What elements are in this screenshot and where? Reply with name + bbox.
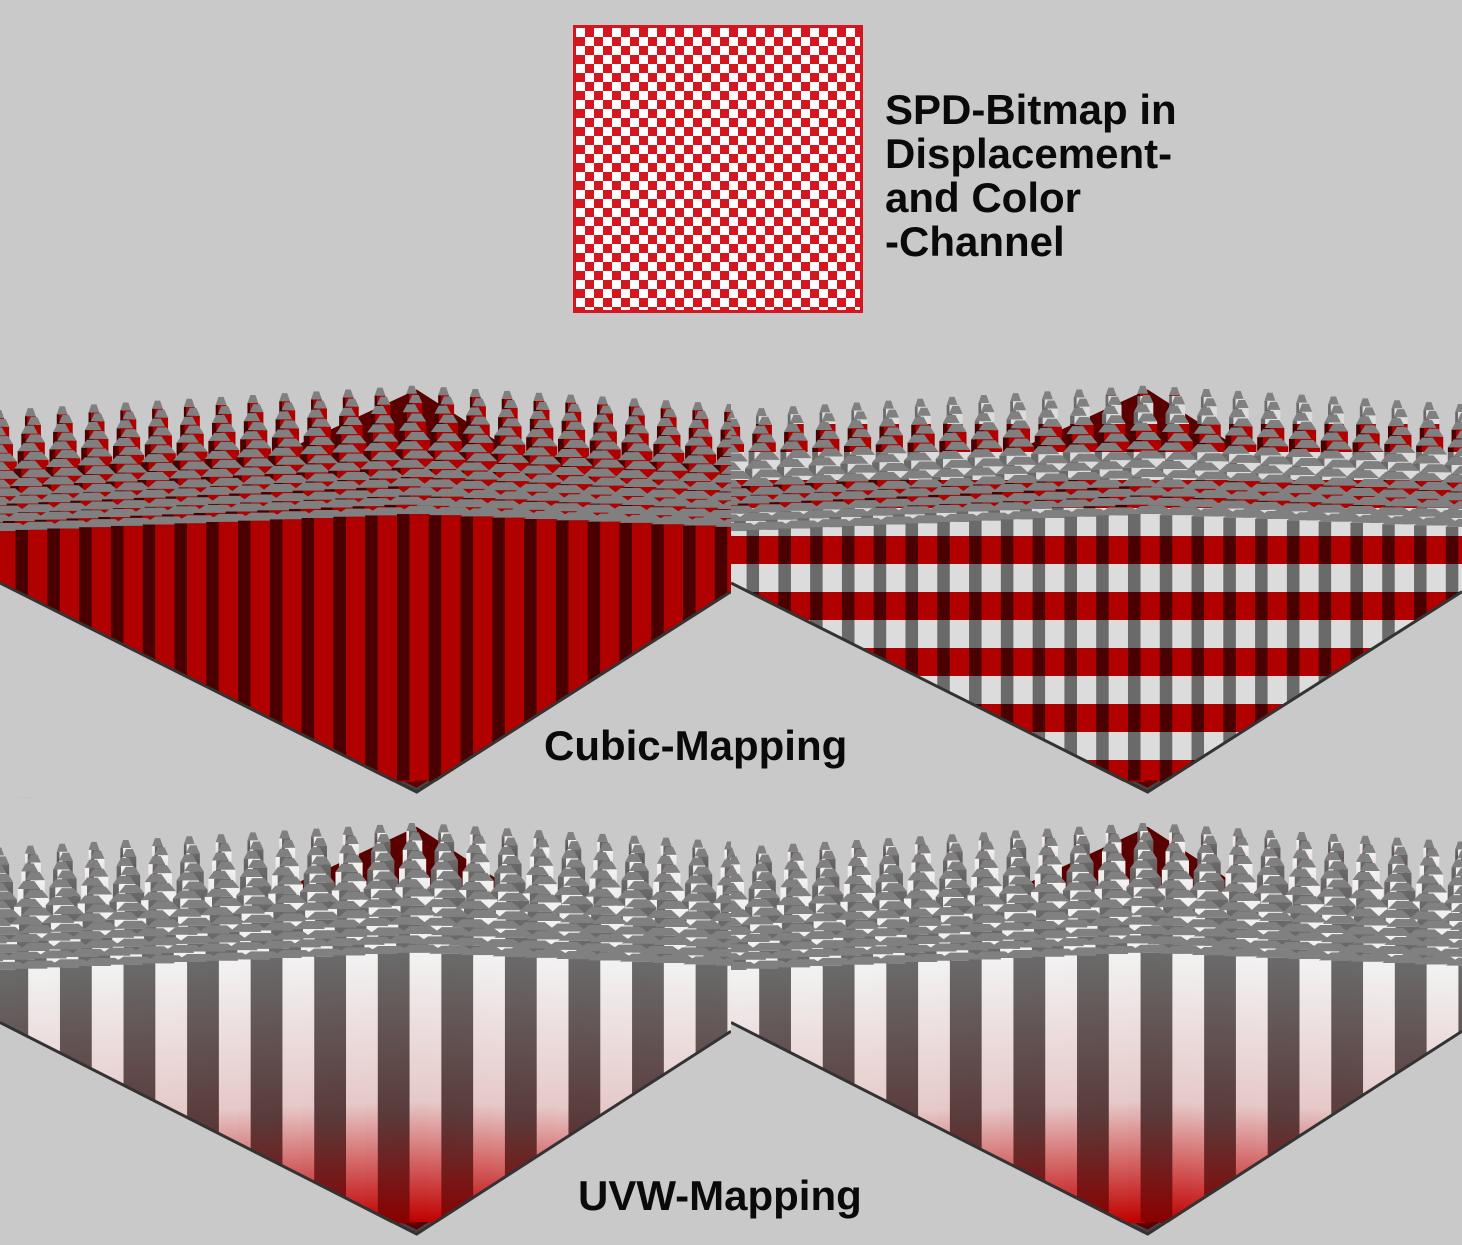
pillar-field (731, 822, 1462, 1240)
texture-caption-line-2: Displacement- (885, 130, 1173, 177)
texture-caption-line-3: and Color (885, 174, 1081, 221)
pillar-field (731, 385, 1462, 798)
texture-caption-line-1: SPD-Bitmap in (885, 86, 1177, 133)
texture-caption: SPD-Bitmap in Displacement- and Color -C… (885, 88, 1245, 264)
cubic-mapping-render-right (731, 368, 1462, 798)
uvw-mapping-label: UVW-Mapping (578, 1172, 862, 1219)
uvw-mapping-render-left (0, 805, 731, 1240)
cubic-mapping-label: Cubic-Mapping (544, 722, 848, 769)
checkerboard-texture-swatch (573, 25, 863, 313)
uvw-mapping-render-right (731, 805, 1462, 1240)
texture-caption-line-4: -Channel (885, 218, 1065, 265)
cubic-mapping-render-left (0, 368, 731, 798)
